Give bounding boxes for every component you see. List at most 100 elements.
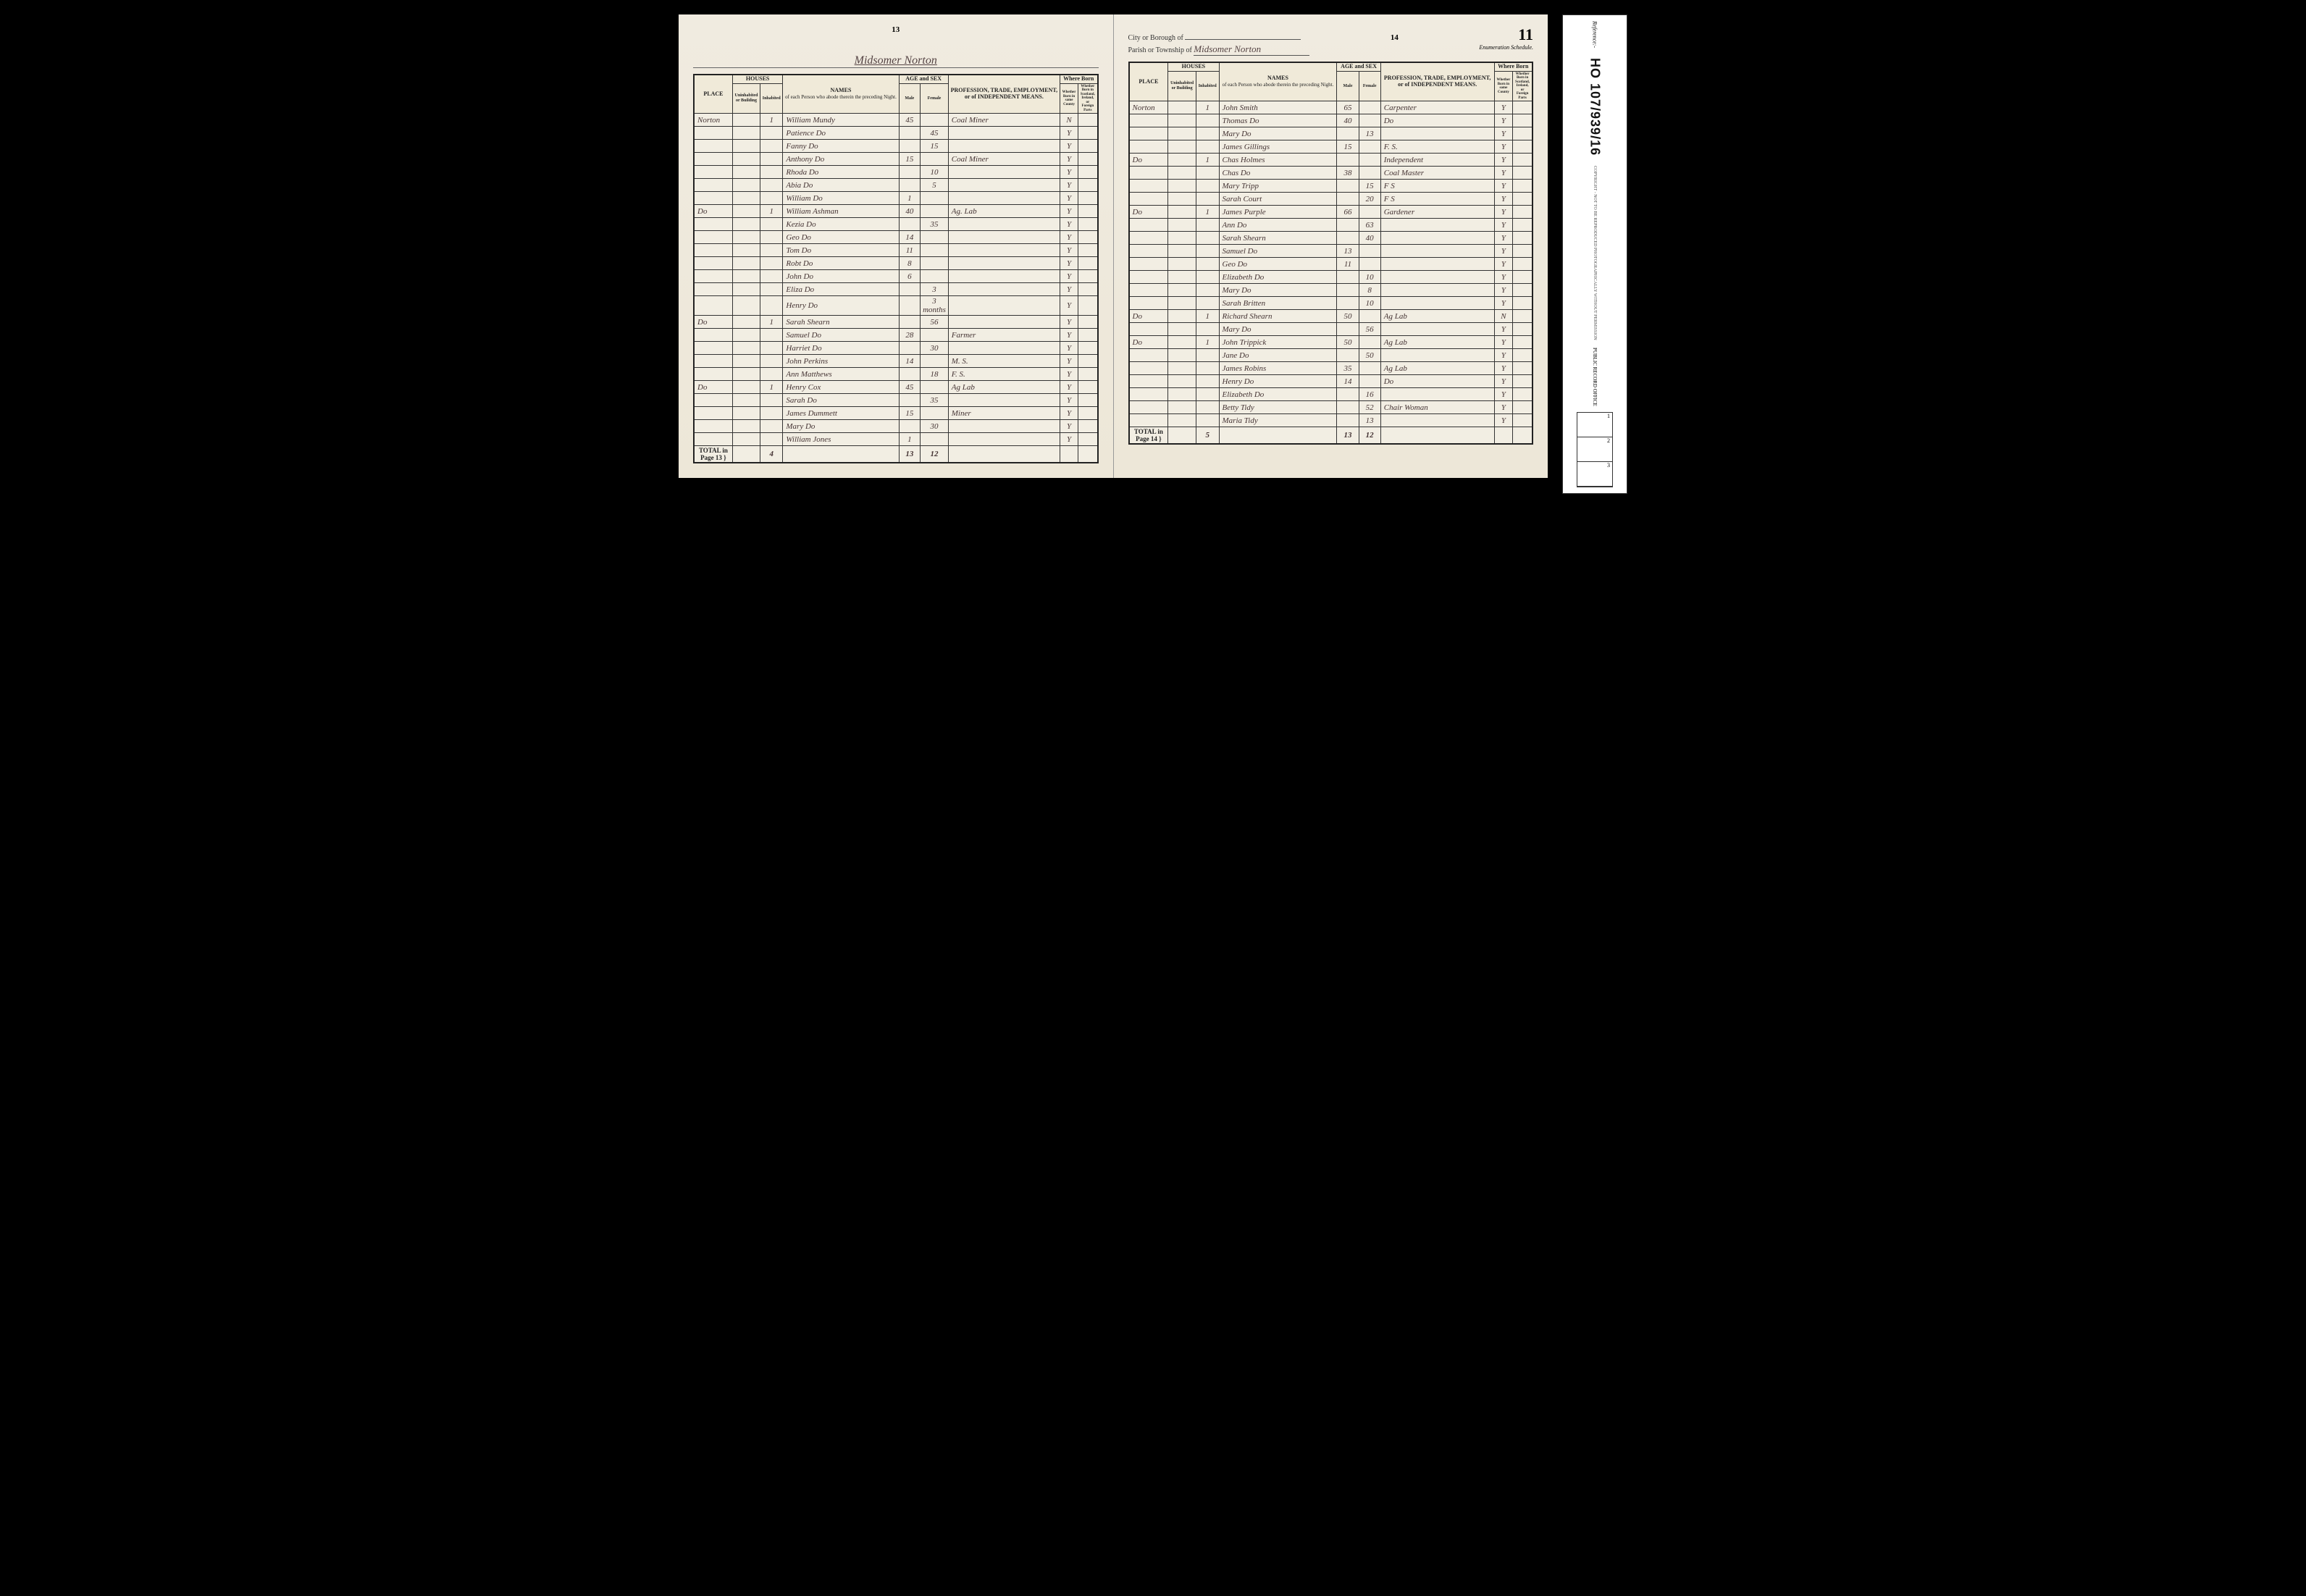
table-row: Geo Do14Y [694, 231, 1098, 244]
cell-houses-inhab [760, 283, 783, 296]
cell-houses-inhab [760, 257, 783, 270]
table-row: Robt Do8Y [694, 257, 1098, 270]
cell-age-female: 18 [921, 368, 949, 381]
cell-houses-uninhab [1168, 258, 1196, 271]
cell-houses-inhab [760, 368, 783, 381]
cell-name: Samuel Do [783, 329, 899, 342]
cell-age-female [921, 355, 949, 368]
col-houses: HOUSES [732, 75, 783, 83]
cell-born-foreign [1513, 375, 1533, 388]
cell-born-foreign [1078, 270, 1098, 283]
cell-name: Ann Matthews [783, 368, 899, 381]
cell-age-female: 63 [1359, 219, 1380, 232]
cell-name: Richard Shearn [1219, 310, 1337, 323]
cell-name: Patience Do [783, 127, 899, 140]
cell-houses-uninhab [1168, 349, 1196, 362]
cell-age-female [921, 192, 949, 205]
cell-place [694, 368, 732, 381]
left-parish-title: Midsomer Norton [693, 54, 1099, 68]
cell-name: Eliza Do [783, 283, 899, 296]
cell-born-county: Y [1494, 180, 1513, 193]
cell-name: Mary Do [1219, 127, 1337, 140]
cell-place [694, 231, 732, 244]
cell-name: James Robins [1219, 362, 1337, 375]
right-census-table: PLACE HOUSES NAMES of each Person who ab… [1128, 62, 1534, 445]
cell-age-female [921, 244, 949, 257]
cell-place [1129, 140, 1168, 154]
cell-houses-uninhab [1168, 271, 1196, 284]
cell-born-county: Y [1494, 101, 1513, 114]
cell-houses-uninhab [732, 231, 760, 244]
left-page-header: 13 [693, 25, 1099, 50]
cell-age-female [1359, 375, 1380, 388]
cell-age-female: 50 [1359, 349, 1380, 362]
cell-houses-uninhab [732, 140, 760, 153]
cell-houses-uninhab [732, 420, 760, 433]
cell-houses-inhab [760, 231, 783, 244]
cell-houses-inhab [1196, 180, 1219, 193]
cell-houses-inhab [1196, 388, 1219, 401]
cell-name: Geo Do [783, 231, 899, 244]
cell-age-male [899, 394, 921, 407]
cell-born-foreign [1078, 166, 1098, 179]
cell-born-foreign [1513, 101, 1533, 114]
cell-profession: F S [1380, 180, 1494, 193]
table-row: Mary Do30Y [694, 420, 1098, 433]
cell-born-foreign [1078, 179, 1098, 192]
cell-name: James Purple [1219, 206, 1337, 219]
cell-born-county: Y [1494, 193, 1513, 206]
cell-born-county: Y [1060, 368, 1078, 381]
cell-born-county: Y [1060, 257, 1078, 270]
cell-born-county: Y [1494, 258, 1513, 271]
cell-age-male: 35 [1337, 362, 1359, 375]
cell-houses-uninhab [1168, 284, 1196, 297]
cell-place: Do [1129, 206, 1168, 219]
cell-place [1129, 414, 1168, 427]
cell-age-female [921, 153, 949, 166]
cell-houses-inhab [760, 179, 783, 192]
cell-name: John Perkins [783, 355, 899, 368]
cell-place [694, 433, 732, 446]
cell-place [1129, 167, 1168, 180]
cell-name: Henry Do [783, 296, 899, 316]
cell-age-female: 20 [1359, 193, 1380, 206]
cell-place [694, 153, 732, 166]
cell-houses-inhab [1196, 375, 1219, 388]
cell-age-female: 15 [921, 140, 949, 153]
cell-houses-inhab [760, 329, 783, 342]
cell-name: Harriet Do [783, 342, 899, 355]
table-row: Mary Do8Y [1129, 284, 1533, 297]
cell-houses-uninhab [1168, 375, 1196, 388]
cell-born-county: Y [1060, 316, 1078, 329]
cell-age-female [1359, 206, 1380, 219]
table-row: Jane Do50Y [1129, 349, 1533, 362]
cell-age-female: 30 [921, 420, 949, 433]
table-row: Sarah Britten10Y [1129, 297, 1533, 310]
cell-born-foreign [1513, 388, 1533, 401]
cell-place: Norton [1129, 101, 1168, 114]
cell-profession: Carpenter [1380, 101, 1494, 114]
cell-houses-uninhab [732, 179, 760, 192]
cell-age-female [1359, 336, 1380, 349]
cell-age-female [921, 329, 949, 342]
cell-profession: F S [1380, 193, 1494, 206]
cell-age-male: 45 [899, 114, 921, 127]
cell-age-female: 52 [1359, 401, 1380, 414]
cell-name: Anthony Do [783, 153, 899, 166]
cell-houses-inhab [1196, 362, 1219, 375]
table-row: Sarah Court20F SY [1129, 193, 1533, 206]
cell-age-male: 1 [899, 433, 921, 446]
cell-age-female: 10 [921, 166, 949, 179]
col-born-foreign-r: Whether Born in Scotland, Ireland, or Fo… [1513, 71, 1533, 101]
cell-name: Rhoda Do [783, 166, 899, 179]
cell-age-male [899, 368, 921, 381]
cell-age-female [921, 257, 949, 270]
cell-name: Robt Do [783, 257, 899, 270]
cell-born-county: Y [1494, 167, 1513, 180]
table-row: Do1John Trippick50Ag LabY [1129, 336, 1533, 349]
cell-age-male: 15 [899, 407, 921, 420]
cell-born-foreign [1513, 127, 1533, 140]
cell-born-county: Y [1494, 401, 1513, 414]
cell-age-male: 40 [899, 205, 921, 218]
table-row: Elizabeth Do10Y [1129, 271, 1533, 284]
